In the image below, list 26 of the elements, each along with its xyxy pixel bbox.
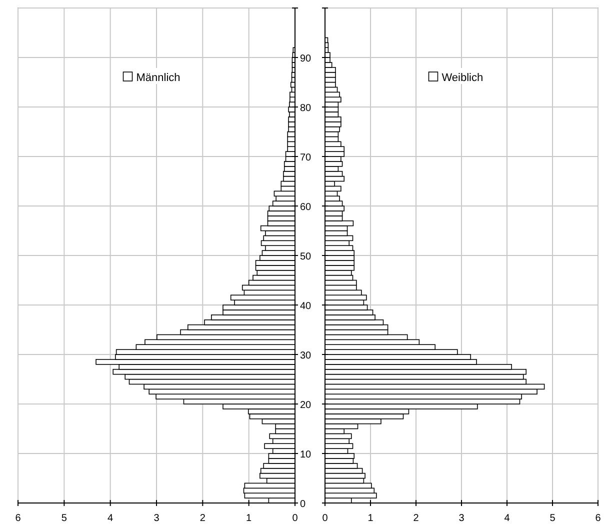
y-tick-label: 60: [300, 202, 312, 213]
y-tick-label: 10: [300, 450, 312, 460]
x-tick-label: 2: [200, 513, 206, 524]
x-tick-label: 1: [368, 513, 374, 524]
x-tick-label: 6: [15, 513, 22, 524]
y-tick-label: 20: [300, 400, 312, 411]
y-tick-label: 50: [300, 252, 312, 262]
y-tick-label: 90: [300, 54, 312, 64]
x-tick-label: 0: [322, 513, 328, 524]
x-tick-label: 2: [413, 513, 420, 524]
x-tick-label: 4: [504, 513, 510, 524]
x-tick-label: 1: [246, 513, 252, 524]
x-tick-label: 5: [550, 513, 556, 524]
y-tick-label: 80: [300, 103, 312, 114]
x-tick-label: 5: [61, 513, 68, 524]
x-tick-label: 3: [458, 513, 465, 524]
x-tick-label: 4: [108, 513, 114, 524]
legend-label: Männlich: [136, 72, 180, 84]
x-tick-label: 6: [595, 513, 602, 524]
y-tick-label: 40: [300, 301, 312, 312]
y-tick-label: 70: [300, 152, 312, 164]
x-tick-label: 0: [292, 513, 298, 524]
legend-label: Weiblich: [442, 72, 484, 84]
y-tick-label: 0: [300, 499, 306, 510]
y-tick-label: 30: [300, 350, 312, 362]
x-tick-label: 3: [154, 513, 160, 524]
